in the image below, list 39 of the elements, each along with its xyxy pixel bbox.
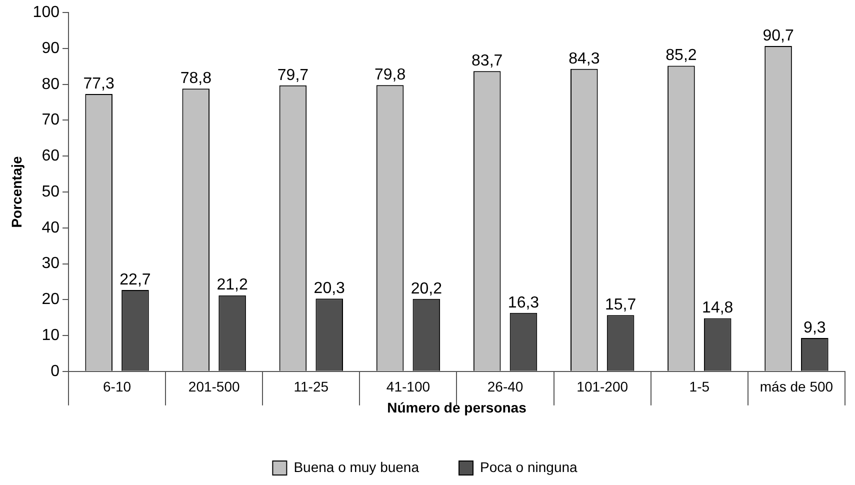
y-tick-label: 30 bbox=[42, 255, 60, 272]
data-label: 77,3 bbox=[83, 75, 114, 92]
data-label: 84,3 bbox=[568, 50, 600, 68]
data-label: 20,2 bbox=[410, 280, 442, 298]
y-tick-label: 10 bbox=[42, 326, 60, 344]
x-tick-label: 26-40 bbox=[487, 378, 524, 395]
y-axis-title: Porcentaje bbox=[8, 156, 24, 228]
data-label: 85,2 bbox=[666, 47, 697, 64]
y-tick-label: 40 bbox=[42, 219, 60, 236]
data-label: 14,8 bbox=[702, 300, 734, 317]
x-tick-label: 41-100 bbox=[386, 378, 430, 395]
y-tick-label: 100 bbox=[32, 4, 60, 22]
y-tick-label: 50 bbox=[42, 183, 60, 200]
y-tick-label: 0 bbox=[50, 362, 60, 380]
x-tick-label: 101-200 bbox=[576, 378, 628, 395]
x-tick-label: más de 500 bbox=[760, 378, 834, 395]
x-tick-label: 6-10 bbox=[103, 378, 132, 395]
x-tick-label: 201-500 bbox=[188, 378, 240, 395]
y-tick-label: 90 bbox=[42, 40, 60, 57]
y-tick-label: 70 bbox=[42, 112, 60, 129]
data-label: 90,7 bbox=[762, 27, 794, 44]
data-label: 22,7 bbox=[120, 271, 151, 288]
data-label: 83,7 bbox=[472, 52, 503, 70]
y-tick-label: 80 bbox=[42, 76, 60, 93]
data-label: 15,7 bbox=[604, 296, 636, 314]
x-tick-label: 1-5 bbox=[689, 378, 710, 395]
y-tick-label: 20 bbox=[42, 291, 60, 308]
legend-label: Buena o muy buena bbox=[294, 458, 420, 475]
legend-label: Poca o ninguna bbox=[480, 458, 578, 475]
data-label: 79,8 bbox=[374, 66, 406, 84]
x-tick-label: 11-25 bbox=[294, 378, 329, 395]
data-label: 78,8 bbox=[180, 70, 212, 88]
y-tick-label: 60 bbox=[42, 148, 60, 165]
data-label: 20,3 bbox=[314, 280, 346, 297]
data-label: 79,7 bbox=[277, 66, 309, 84]
data-label: 9,3 bbox=[804, 319, 826, 336]
x-axis-title: Número de personas bbox=[387, 399, 527, 416]
data-label: 21,2 bbox=[216, 276, 248, 294]
data-label: 16,3 bbox=[508, 294, 540, 312]
